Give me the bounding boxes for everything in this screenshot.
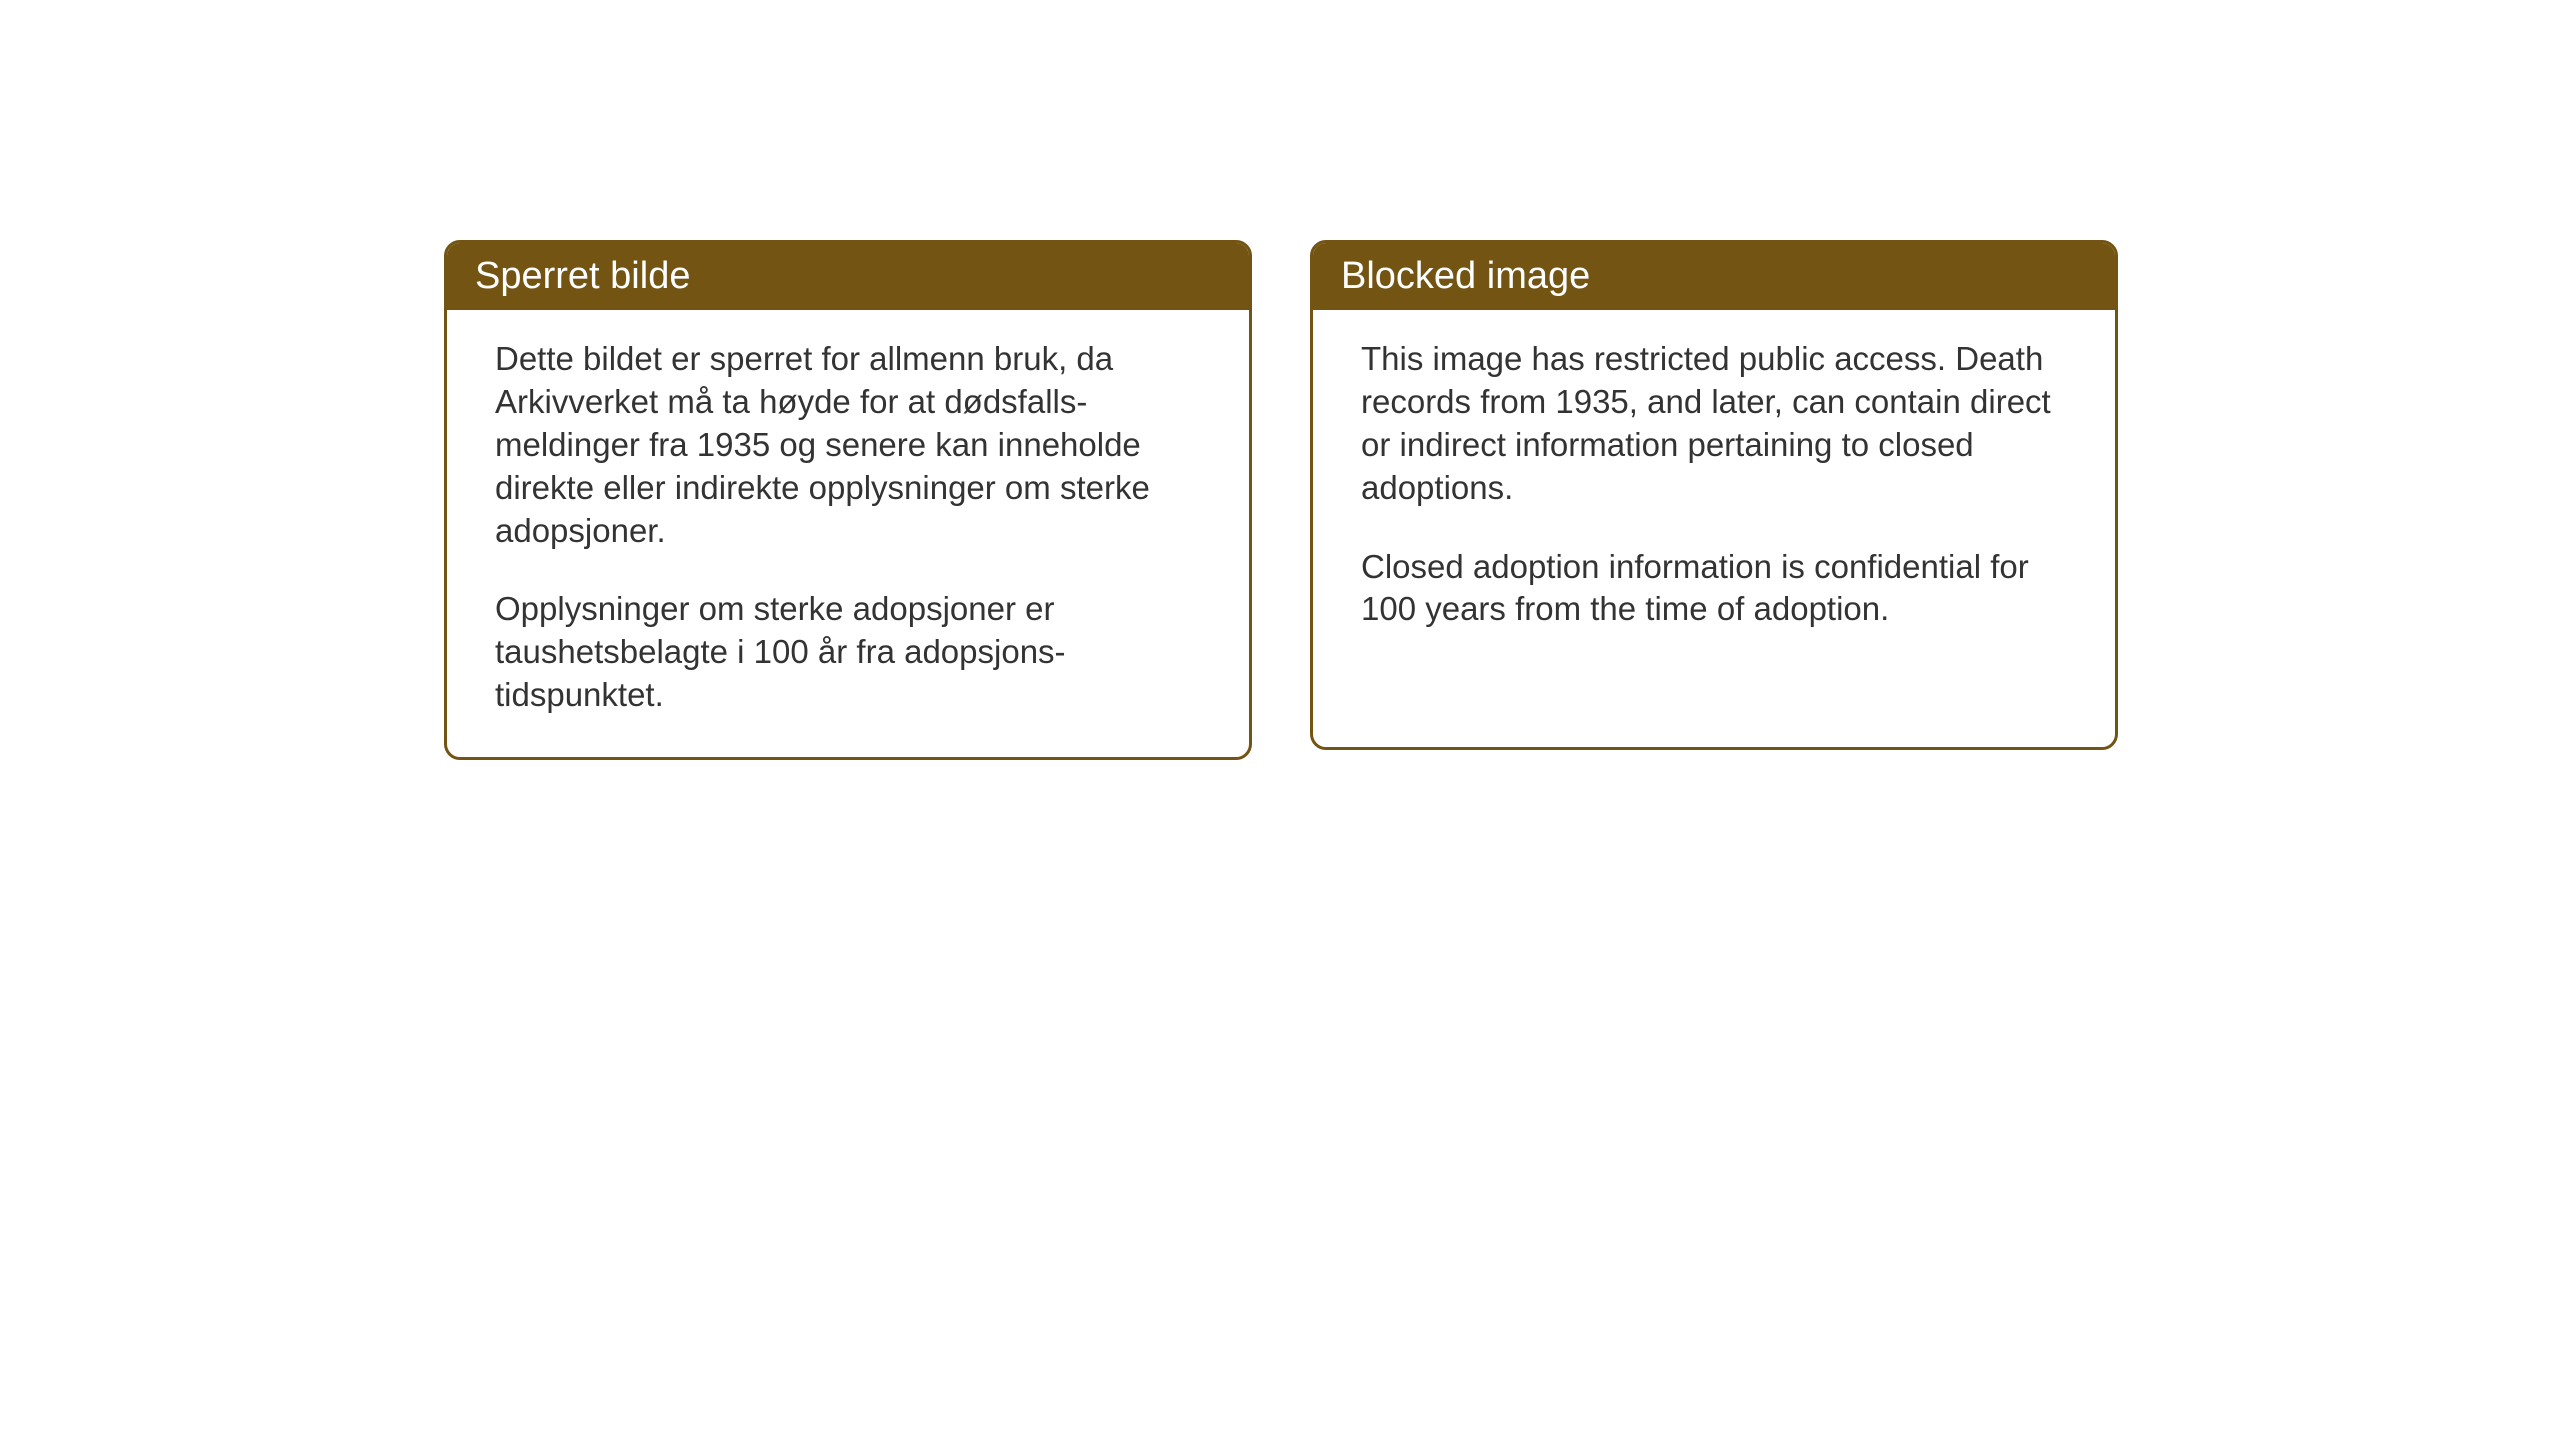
card-paragraph-1-english: This image has restricted public access.… [1361, 338, 2067, 510]
cards-container: Sperret bilde Dette bildet er sperret fo… [444, 240, 2118, 760]
card-norwegian: Sperret bilde Dette bildet er sperret fo… [444, 240, 1252, 760]
card-paragraph-1-norwegian: Dette bildet er sperret for allmenn bruk… [495, 338, 1201, 552]
card-body-norwegian: Dette bildet er sperret for allmenn bruk… [447, 310, 1249, 757]
card-title-english: Blocked image [1341, 255, 1590, 297]
card-paragraph-2-norwegian: Opplysninger om sterke adopsjoner er tau… [495, 588, 1201, 717]
card-title-norwegian: Sperret bilde [475, 255, 690, 297]
card-header-english: Blocked image [1313, 243, 2115, 310]
card-paragraph-2-english: Closed adoption information is confident… [1361, 546, 2067, 632]
card-header-norwegian: Sperret bilde [447, 243, 1249, 310]
card-body-english: This image has restricted public access.… [1313, 310, 2115, 671]
card-english: Blocked image This image has restricted … [1310, 240, 2118, 750]
